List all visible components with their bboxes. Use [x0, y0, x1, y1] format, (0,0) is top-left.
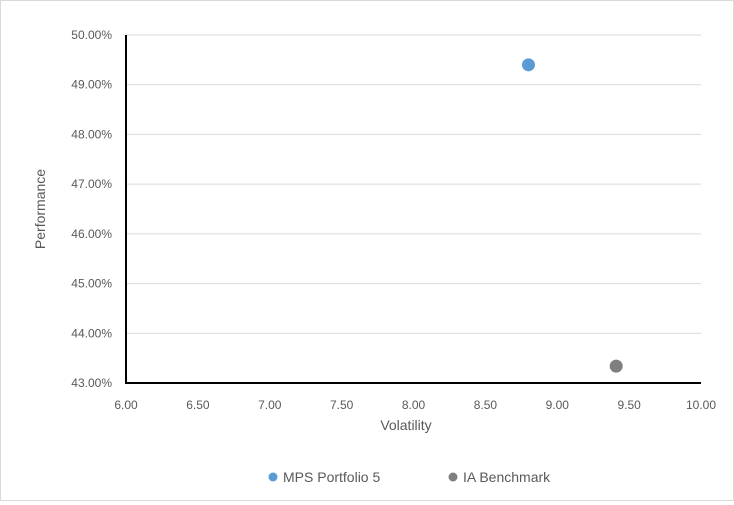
x-tick-label: 7.50: [330, 398, 354, 412]
x-tick-label: 6.00: [114, 398, 138, 412]
x-tick-label: 9.50: [617, 398, 641, 412]
x-axis-title: Volatility: [380, 417, 431, 433]
x-tick-label: 9.00: [546, 398, 570, 412]
legend-marker: [269, 473, 278, 482]
x-tick-label: 8.50: [474, 398, 498, 412]
data-point: [610, 360, 623, 373]
legend-label: MPS Portfolio 5: [283, 469, 380, 485]
x-tick-label: 7.00: [258, 398, 282, 412]
y-tick-label: 44.00%: [71, 326, 112, 340]
data-points: [522, 58, 623, 372]
grid-lines: [126, 35, 701, 333]
axes: [125, 35, 701, 383]
legend: MPS Portfolio 5 IA Benchmark: [269, 469, 552, 485]
data-point: [522, 58, 535, 71]
y-axis-title: Performance: [32, 169, 48, 249]
y-tick-label: 48.00%: [71, 127, 112, 141]
x-tick-label: 8.00: [402, 398, 426, 412]
x-tick-label: 10.00: [686, 398, 716, 412]
legend-marker: [449, 473, 458, 482]
y-tick-labels: 43.00% 44.00% 45.00% 46.00% 47.00% 48.00% 49.0…: [71, 28, 112, 390]
y-tick-label: 47.00%: [71, 177, 112, 191]
y-tick-label: 50.00%: [71, 28, 112, 42]
y-tick-label: 45.00%: [71, 277, 112, 291]
legend-label: IA Benchmark: [463, 469, 551, 485]
y-tick-label: 43.00%: [71, 376, 112, 390]
y-tick-label: 49.00%: [71, 78, 112, 92]
y-tick-label: 46.00%: [71, 227, 112, 241]
x-tick-labels: 6.00 6.50 7.00 7.50 8.00 8.50 9.00 9.50 10.00: [114, 398, 716, 412]
x-tick-label: 6.50: [186, 398, 210, 412]
